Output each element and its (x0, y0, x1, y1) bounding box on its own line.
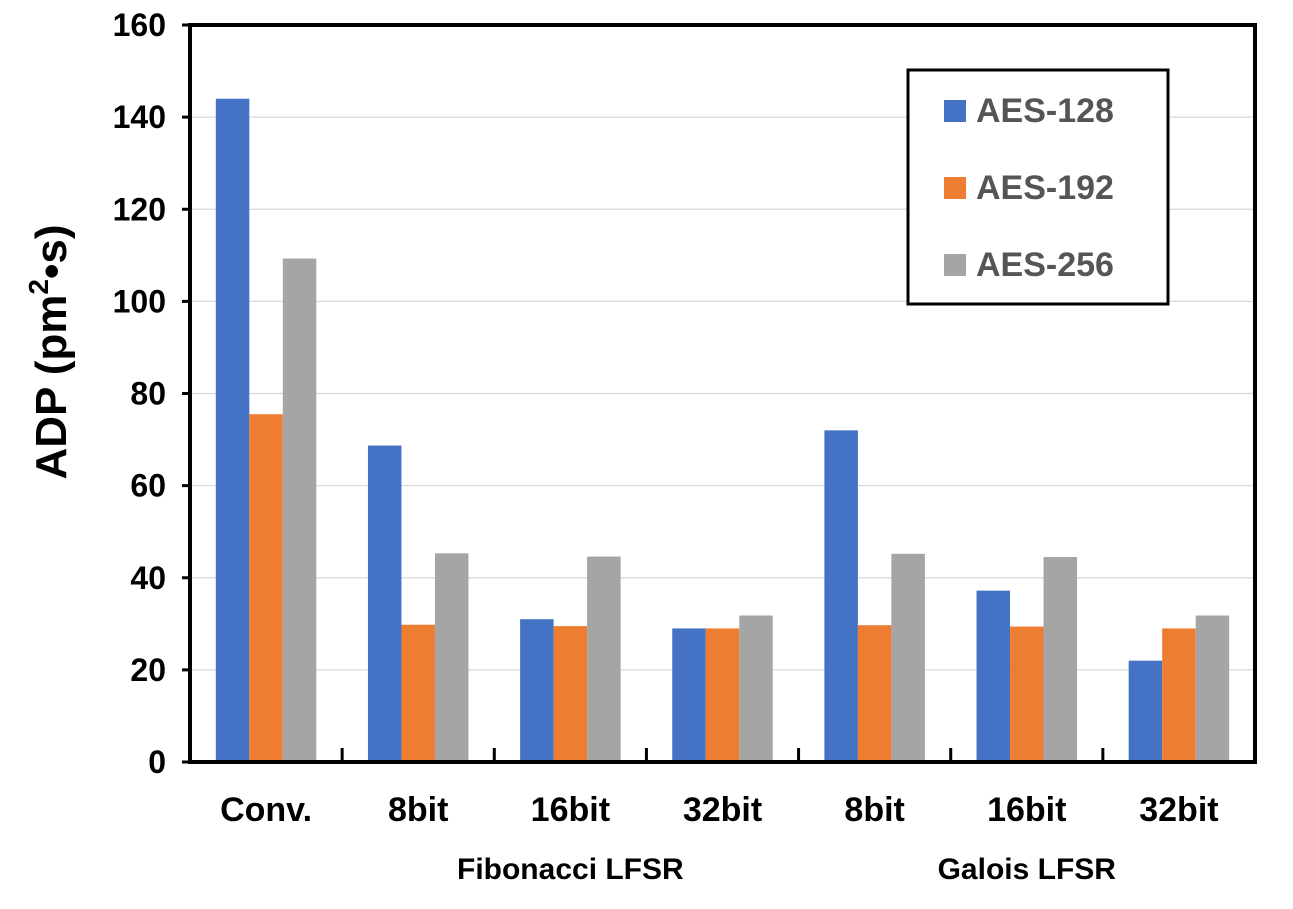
legend-label-aes-256: AES-256 (976, 246, 1114, 284)
legend-items: AES-128 AES-192 AES-256 (944, 92, 1114, 284)
x-category-label: 16bit (531, 791, 610, 829)
y-tick-labels: 0 20 40 60 80 100 120 140 160 (113, 7, 166, 780)
y-axis-label: ADP (pm2•s) (23, 224, 76, 479)
x-category-label: Conv. (220, 791, 312, 829)
legend: AES-128 AES-192 AES-256 (906, 68, 1170, 306)
bar-aes-128-5 (976, 590, 1011, 762)
bar-aes-192-0 (249, 414, 283, 762)
bar-aes-128-0 (215, 98, 250, 762)
x-category-label: 8bit (388, 791, 448, 829)
y-axis-label-main: ADP (pm (27, 295, 76, 480)
x-category-label: 32bit (683, 791, 762, 829)
bar-aes-128-2 (520, 619, 554, 762)
bar-aes-128-6 (1128, 660, 1163, 762)
y-tick-label: 40 (130, 560, 166, 596)
bar-aes-192-4 (857, 625, 892, 762)
y-axis-label-tail: •s) (27, 224, 76, 279)
x-group-label: Fibonacci LFSR (457, 853, 684, 886)
bar-aes-192-2 (553, 626, 588, 762)
legend-label-aes-192: AES-192 (976, 169, 1114, 207)
bar-aes-192-5 (1010, 626, 1044, 762)
y-axis-label-sup: 2 (23, 279, 54, 295)
legend-swatch-aes-256 (944, 254, 966, 276)
bar-aes-256-2 (587, 556, 621, 762)
bar-aes-128-3 (672, 628, 706, 762)
y-tick-label: 160 (113, 7, 166, 43)
y-tick-label: 100 (113, 283, 166, 319)
bar-aes-256-6 (1195, 615, 1230, 762)
bar-aes-192-1 (401, 624, 435, 762)
bar-aes-192-6 (1162, 628, 1196, 762)
legend-label-aes-128: AES-128 (976, 92, 1114, 130)
bar-aes-128-1 (367, 445, 402, 762)
bars (215, 98, 1230, 762)
x-category-label: 16bit (987, 791, 1066, 829)
x-group-labels: Fibonacci LFSR Galois LFSR (457, 853, 1116, 886)
y-tick-label: 120 (113, 191, 166, 227)
bar-aes-192-3 (705, 628, 740, 762)
legend-swatch-aes-192 (944, 177, 966, 199)
x-category-label: 8bit (844, 791, 904, 829)
y-tick-label: 0 (148, 744, 166, 780)
bar-aes-256-5 (1043, 557, 1078, 762)
y-tick-label: 80 (130, 376, 166, 412)
bar-aes-256-3 (739, 615, 773, 762)
gridlines (190, 116, 1255, 671)
y-tick-label: 20 (130, 652, 166, 688)
axis-ticks (182, 23, 1105, 764)
bar-aes-256-0 (282, 258, 317, 762)
y-tick-label: 60 (130, 468, 166, 504)
bar-aes-128-4 (824, 430, 858, 762)
x-group-label: Galois LFSR (938, 853, 1117, 886)
legend-swatch-aes-128 (944, 100, 966, 122)
bar-aes-256-1 (434, 553, 469, 762)
x-category-label: 32bit (1139, 791, 1218, 829)
bar-aes-256-4 (891, 553, 925, 762)
y-tick-label: 140 (113, 99, 166, 135)
x-category-labels: Conv. 8bit 16bit 32bit 8bit 16bit 32bit (220, 791, 1219, 829)
